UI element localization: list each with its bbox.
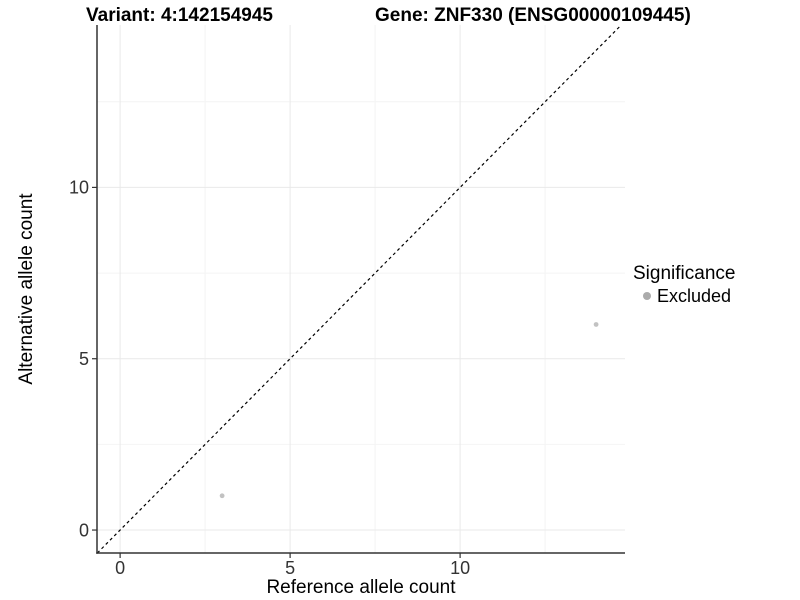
data-point: [593, 322, 599, 327]
legend: Significance Excluded: [633, 262, 735, 307]
legend-point-icon: [643, 292, 651, 300]
y-tick-label: 5: [79, 349, 89, 369]
legend-entry-label: Excluded: [657, 285, 732, 306]
y-tick-label: 0: [79, 520, 89, 540]
x-tick-label: 5: [285, 558, 295, 578]
y-axis-title: Alternative allele count: [16, 193, 37, 385]
plot-title-gene: Gene: ZNF330 (ENSG00000109445): [375, 5, 691, 26]
x-tick-label: 0: [115, 558, 125, 578]
identity-line: [96, 24, 622, 554]
legend-title: Significance: [633, 263, 736, 284]
plot-title-variant: Variant: 4:142154945: [86, 5, 273, 26]
x-tick-label: 10: [450, 558, 470, 578]
x-axis-title: Reference allele count: [266, 577, 456, 598]
legend-entry-excluded: Excluded: [633, 285, 735, 307]
data-point: [219, 493, 225, 499]
y-tick-label: 10: [69, 178, 89, 198]
